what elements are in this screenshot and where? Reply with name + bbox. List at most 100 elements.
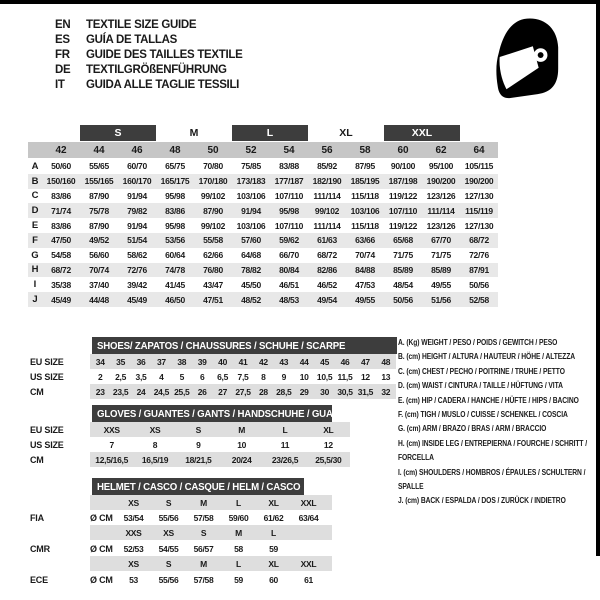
row-label: EU SIZE [30, 424, 64, 435]
helmet-value-cell: 59 [269, 543, 278, 554]
value-cell: 65/75 [165, 161, 185, 172]
value-cell: 70/80 [203, 161, 223, 172]
value-cell: 99/102 [200, 190, 226, 201]
column-header-48: 48 [169, 144, 181, 156]
helmet-value-cell: 60 [269, 574, 278, 585]
gloves-value-cell: 12 [323, 439, 333, 450]
helmet-size-cell: L [236, 558, 241, 569]
value-cell: 60/70 [127, 161, 147, 172]
value-cell: 119/122 [388, 220, 418, 231]
row-letter: D [31, 205, 39, 217]
language-row: IT GUIDA ALLE TAGLIE TESSILI [55, 77, 243, 92]
helmet-size-cell: XL [268, 497, 279, 508]
helmet-cmr-sizes-row: XXS XS S M L [28, 525, 498, 540]
gloves-value-cell: XS [149, 424, 161, 435]
column-header-50: 50 [207, 144, 219, 156]
measure-row-d: D 71/74 75/78 79/82 83/86 87/90 91/94 95/98 99/1… [28, 203, 498, 219]
gloves-value-cell: M [238, 424, 246, 435]
shoes-value-cell: 42 [258, 356, 268, 367]
row-letter: C [31, 190, 39, 202]
gloves-value-cell: 18/21,5 [185, 454, 212, 465]
value-cell: 52/58 [469, 294, 489, 305]
value-cell: 66/70 [279, 250, 299, 261]
value-cell: 47/50 [51, 235, 71, 246]
size-group-row: S M L XL XXL [28, 125, 498, 141]
language-title: GUIDE DES TAILLES TEXTILE [86, 48, 243, 61]
shoes-value-cell: 34 [95, 356, 105, 367]
value-cell: 82/86 [317, 264, 337, 275]
language-header: EN TEXTILE SIZE GUIDE ES GUÍA DE TALLAS FR GU… [55, 17, 243, 92]
shoes-value-cell: 6,5 [217, 371, 229, 382]
value-cell: 87/91 [469, 264, 489, 275]
value-cell: 103/106 [236, 220, 266, 231]
value-cell: 76/80 [203, 264, 223, 275]
shoes-value-cell: 45 [320, 356, 330, 367]
measure-row-a: A 50/60 55/65 60/70 65/75 70/80 75/85 83/88 85/9… [28, 159, 498, 174]
gloves-value-cell: L [282, 424, 288, 435]
legend-item: F. (cm) TIGH / MUSLO / CUISSE / SCHENKEL… [398, 410, 568, 420]
measurement-rows: A 50/60 55/65 60/70 65/75 70/80 75/85 83/88 85/9… [28, 159, 498, 307]
value-cell: 45/50 [241, 279, 261, 290]
gloves-value-cell: 12,5/16,5 [95, 454, 129, 465]
measurement-legend: A. (Kg) WEIGHT / PESO / POIDS / GEWITCH … [398, 336, 600, 509]
size-group-xl: XL [339, 127, 353, 139]
gloves-value-cell: 20/24 [231, 454, 252, 465]
shoes-value-cell: 47 [360, 356, 370, 367]
value-cell: 99/102 [200, 220, 226, 231]
gloves-band: 7 8 9 10 11 12 [90, 437, 350, 452]
value-cell: 70/74 [89, 264, 109, 275]
value-cell: 71/74 [51, 205, 71, 216]
value-cell: 83/86 [51, 190, 71, 201]
legend-item: H. (cm) INSIDE LEG / ENTREPIERNA / FOURC… [398, 438, 587, 463]
shoes-value-cell: 27,5 [235, 386, 251, 397]
column-header-64: 64 [473, 144, 485, 156]
value-cell: 62/66 [203, 250, 223, 261]
value-cell: 56/60 [89, 250, 109, 261]
shoes-value-cell: 48 [381, 356, 391, 367]
value-cell: 72/76 [127, 264, 147, 275]
page-top-edge [0, 0, 600, 4]
value-cell: 165/175 [160, 176, 190, 187]
shoes-value-cell: 31,5 [357, 386, 374, 397]
measure-row-g: G 54/58 56/60 58/62 60/64 62/66 64/68 66/70 68/7… [28, 248, 498, 263]
helmet-size-cell: XS [128, 558, 139, 569]
value-cell: 37/40 [89, 279, 109, 290]
helmet-title: HELMET / CASCO / CASQUE / HELM / CASCO [97, 480, 301, 493]
shoes-band: 23 23,5 24 24,5 25,5 26 27 27,5 28 28,5 29 30 30,5 31… [90, 384, 396, 399]
measure-row-e: E 83/86 87/90 91/94 95/98 99/102 103/106 107/11… [28, 218, 498, 233]
page-right-edge [596, 0, 600, 556]
gloves-band: XXS XS S M L XL [90, 422, 350, 437]
value-cell: 46/51 [279, 279, 299, 290]
column-header-62: 62 [435, 144, 447, 156]
row-label: US SIZE [30, 371, 64, 382]
column-header-46: 46 [131, 144, 143, 156]
helmet-org-label: CMR [30, 543, 50, 554]
value-cell: 87/90 [203, 205, 223, 216]
measure-row-b: B 150/160 155/165 160/170 165/175 170/180 173/… [28, 173, 498, 189]
value-cell: 90/100 [390, 161, 416, 172]
shoes-value-cell: 40 [218, 356, 228, 367]
helmet-ece-sizes-row: XS S M L XL XXL [28, 556, 498, 571]
shoes-value-cell: 37 [156, 356, 166, 367]
shoes-eu-row: EU SIZE 34 35 36 37 38 39 40 41 42 43 44 45 46 47 48 [28, 354, 498, 369]
helmet-value-cell: 61/62 [263, 512, 284, 523]
gloves-value-cell: XXS [103, 424, 120, 435]
diameter-unit-label: Ø CM [90, 543, 113, 554]
value-cell: 79/82 [127, 205, 147, 216]
helmet-org-label: FIA [30, 512, 44, 523]
value-cell: 185/195 [350, 176, 380, 187]
gloves-value-cell: 8 [152, 439, 158, 450]
value-cell: 78/82 [241, 264, 261, 275]
value-cell: 87/95 [355, 161, 375, 172]
helmet-value-band: Ø CM 53 55/56 57/58 59 60 61 [90, 572, 332, 587]
shoes-value-cell: 7,5 [237, 371, 249, 382]
helmet-size-cell: L [236, 497, 241, 508]
helmet-size-band: XS S M L XL XXL [90, 495, 332, 510]
value-cell: 84/88 [355, 264, 375, 275]
shoes-value-cell: 46 [340, 356, 350, 367]
row-letter: I [33, 279, 37, 291]
value-cell: 95/98 [279, 205, 299, 216]
row-letter: A [31, 160, 39, 172]
gloves-value-cell: S [195, 424, 202, 435]
